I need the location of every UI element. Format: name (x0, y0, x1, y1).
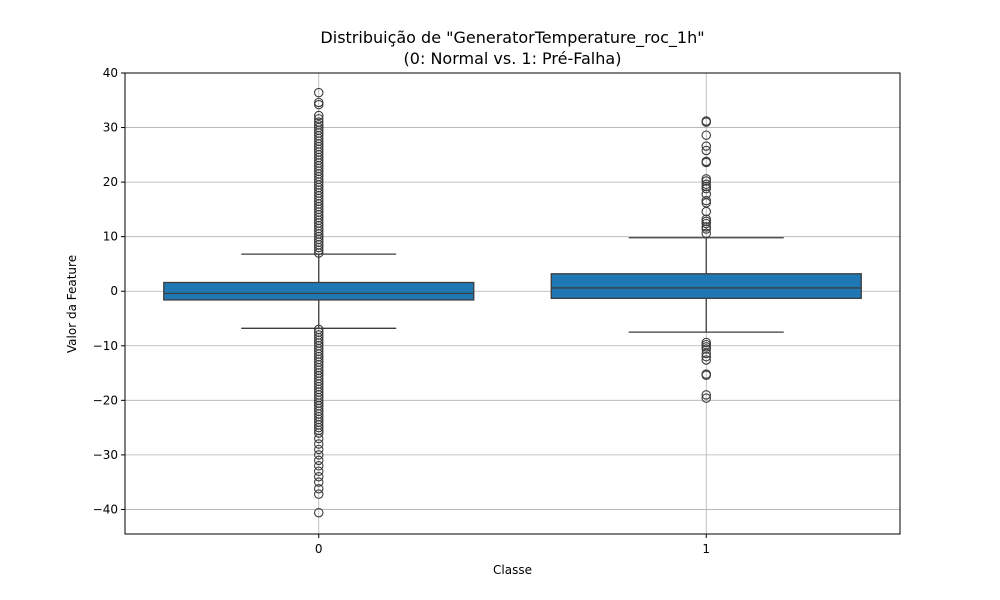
y-axis-label: Valor da Feature (65, 255, 79, 353)
outlier-point (313, 110, 324, 121)
outlier-point (313, 471, 324, 482)
plot-frame (124, 72, 901, 535)
outlier-point (313, 99, 324, 110)
chart-title-line1: Distribuição de "GeneratorTemperature_ro… (320, 28, 704, 48)
x-tick-label: 0 (315, 542, 323, 556)
outlier-point (701, 370, 711, 380)
outlier-point (313, 87, 324, 98)
box-iqr (163, 281, 475, 301)
grid-lines (125, 72, 900, 534)
outlier-point (701, 351, 711, 362)
y-tick-label: 30 (103, 121, 118, 135)
box-series (163, 87, 862, 518)
outlier-point (313, 242, 324, 253)
outlier-point (313, 483, 324, 494)
outlier-point (701, 348, 711, 359)
outlier-point (313, 422, 324, 433)
outlier-point (313, 466, 324, 477)
outlier-point (701, 206, 711, 217)
y-tick-label: −20 (93, 393, 118, 407)
y-tick-label: 10 (103, 230, 118, 244)
outlier-point (701, 355, 711, 365)
outlier-point (701, 130, 711, 140)
outlier-point (701, 344, 711, 354)
outlier-point (313, 507, 324, 518)
outlier-point (701, 390, 711, 400)
outlier-point (701, 176, 711, 186)
y-tick-label: 40 (103, 66, 118, 80)
outlier-point (313, 455, 324, 466)
x-axis-label: Classe (493, 563, 532, 577)
y-tick-label: −40 (93, 502, 118, 516)
outlier-point (701, 117, 711, 127)
outlier-point (701, 183, 711, 194)
outlier-point (701, 141, 711, 151)
outlier-point (313, 450, 324, 460)
outlier-point (701, 145, 711, 156)
x-tick-label: 1 (702, 542, 710, 556)
outlier-point (701, 393, 711, 403)
outlier-point (701, 157, 711, 168)
y-tick-label: −30 (93, 448, 118, 462)
chart-title-line2: (0: Normal vs. 1: Pré-Falha) (404, 49, 622, 68)
y-tick-label: 0 (110, 284, 118, 298)
outlier-point (313, 433, 324, 444)
outlier-point (701, 224, 711, 234)
outlier-point (313, 428, 324, 438)
outlier-point (313, 248, 324, 258)
y-tick-label: −10 (93, 339, 118, 353)
outlier-point (313, 489, 324, 499)
outlier-point (313, 439, 324, 449)
outlier-point (313, 461, 324, 471)
outlier-point (313, 477, 324, 487)
outlier-point (313, 444, 324, 455)
outlier-point (701, 218, 711, 229)
outlier-point (313, 245, 324, 256)
axes: 40 30 20 10 0 −10 −20 −30 −40 0 1 (93, 66, 901, 556)
outlier-point (701, 228, 711, 239)
y-tick-label: 20 (103, 175, 118, 189)
box-iqr (550, 273, 862, 299)
